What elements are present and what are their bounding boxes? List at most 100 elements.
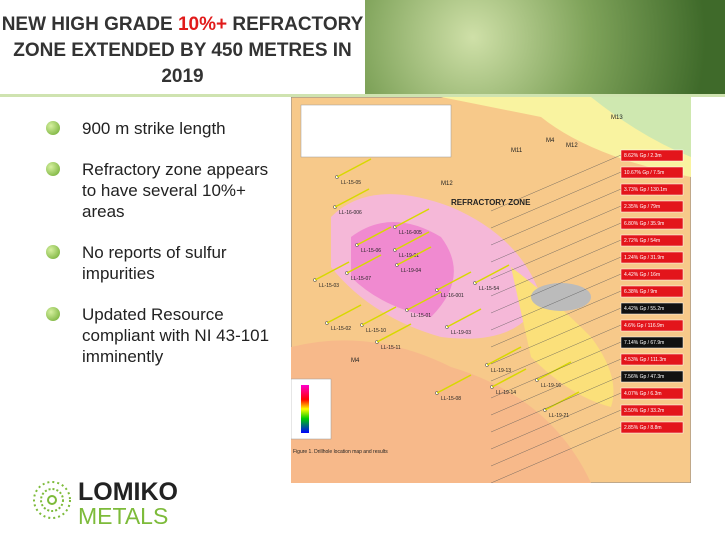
result-label: 2.72% Gp / 54m	[624, 238, 660, 244]
title-highlight: 10%+	[177, 14, 228, 35]
result-label: 4.42% Gp / 16m	[624, 272, 660, 278]
header-photo	[365, 0, 725, 94]
drill-trace	[376, 323, 412, 343]
result-box	[620, 183, 684, 196]
drill-trace	[314, 261, 350, 281]
drill-trace	[326, 304, 362, 324]
drill-trace	[474, 264, 510, 284]
result-box	[620, 370, 684, 383]
hole-label: LL-19-13	[491, 368, 511, 374]
logo-sub: METALS	[78, 503, 168, 529]
drill-trace	[544, 391, 580, 411]
logo-name: LOMIKO	[78, 478, 178, 506]
hole-label: LL-15-07	[351, 276, 371, 282]
leader	[490, 375, 622, 433]
drill-trace	[486, 346, 522, 366]
drill-trace	[491, 368, 527, 388]
leader	[490, 154, 622, 212]
leader	[490, 426, 622, 483]
hole-label: LL-16-001	[441, 293, 464, 299]
leader	[490, 188, 622, 246]
leader	[490, 341, 622, 399]
leader	[490, 290, 622, 348]
drill-trace	[436, 271, 472, 291]
hole-label: LL-16-005	[399, 230, 422, 236]
leader	[490, 171, 622, 229]
bullet: 900 m strike length	[40, 118, 285, 139]
result-label: 7.14% Gp / 67.9m	[624, 340, 664, 346]
drill-trace	[396, 246, 432, 266]
result-label: 6.80% Gp / 35.9m	[624, 221, 664, 227]
drill-trace	[346, 254, 382, 274]
hole-label: LL-15-03	[319, 283, 339, 289]
leader	[490, 409, 622, 467]
title-part: REFRACTORY	[227, 14, 364, 35]
drill-trace	[394, 231, 430, 251]
result-label: 3.73% Gp / 130.1m	[624, 187, 667, 193]
result-box	[620, 319, 684, 332]
result-label: 2.35% Gp / 79m	[624, 204, 660, 210]
hole-label: LL-15-11	[381, 345, 401, 351]
grade-label: M12	[441, 181, 453, 187]
leader	[490, 273, 622, 331]
title-part: NEW HIGH GRADE	[1, 14, 178, 35]
result-box	[620, 387, 684, 400]
result-box	[620, 234, 684, 247]
map: REFRACTORY ZONE M12 M4 M11 M13 M12 M4 LL-15-05 L…	[291, 97, 691, 483]
hole-label: LL-15-08	[441, 396, 461, 402]
result-box	[620, 353, 684, 366]
zone-label: REFRACTORY ZONE	[451, 198, 531, 207]
result-label: 1.24% Gp / 31.9m	[624, 255, 664, 261]
grade-label: M4	[351, 358, 360, 364]
drill-trace	[334, 188, 370, 208]
map-caption: Figure 1. Drillhole location map and res…	[293, 449, 388, 455]
title: NEW HIGH GRADE 10%+ REFRACTORY ZONE EXTE…	[0, 12, 365, 90]
result-label: 4.42% Gp / 55.2m	[624, 306, 664, 312]
result-label: 2.85% Gp / 8.8m	[624, 425, 662, 431]
result-box	[620, 336, 684, 349]
result-box	[620, 149, 684, 162]
hole-label: LL-15-02	[331, 326, 351, 332]
result-label: 8.62% Gp / 2.3m	[624, 153, 662, 159]
drill-trace	[356, 226, 392, 246]
bullet: No reports of sulfur impurities	[40, 242, 285, 284]
hole-label: LL-16-006	[339, 210, 362, 216]
result-box	[620, 251, 684, 264]
leader	[490, 358, 622, 416]
result-box	[620, 302, 684, 315]
bullet: Updated Resource compliant with NI 43-10…	[40, 304, 285, 367]
result-box	[620, 404, 684, 417]
hole-label: LL-15-06	[361, 248, 381, 254]
grade-label: M4	[546, 138, 555, 144]
hole-label: LL-19-21	[549, 413, 569, 419]
drill-trace	[394, 208, 430, 228]
drill-trace	[436, 374, 472, 394]
result-label: 4.6% Gp / 116.9m	[624, 323, 664, 329]
result-box	[620, 285, 684, 298]
bullet-list: 900 m strike length Refractory zone appe…	[40, 118, 285, 387]
leader	[490, 392, 622, 450]
leader	[490, 307, 622, 365]
leader	[490, 256, 622, 314]
hole-label: LL-15-10	[366, 328, 386, 334]
leader	[490, 239, 622, 297]
result-label: 4.07% Gp / 6.3m	[624, 391, 662, 397]
result-label: 6.38% Gp / 9m	[624, 289, 657, 295]
divider	[0, 94, 725, 97]
drill-trace	[336, 158, 372, 178]
result-label: 10.67% Gp / 7.5m	[624, 170, 664, 176]
hole-label: LL-15-05	[341, 180, 361, 186]
drill-trace	[406, 291, 442, 311]
hole-label: LL-19-03	[451, 330, 471, 336]
result-label: 3.50% Gp / 33.2m	[624, 408, 664, 414]
leader	[490, 324, 622, 382]
hole-label: LL-19-14	[496, 390, 516, 396]
hole-label: LL-15-01	[411, 313, 431, 319]
leader	[490, 222, 622, 280]
drill-trace	[446, 308, 482, 328]
grade-label: M11	[511, 148, 523, 154]
logo: LOMIKO METALS	[33, 478, 178, 529]
grade-label: M12	[566, 143, 578, 149]
result-label: 4.53% Gp / 111.3m	[624, 357, 666, 363]
